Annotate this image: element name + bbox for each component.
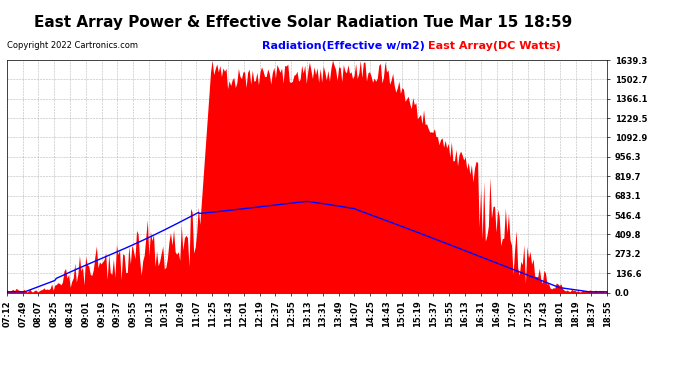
Text: Radiation(Effective w/m2): Radiation(Effective w/m2) [262,41,425,51]
Text: East Array Power & Effective Solar Radiation Tue Mar 15 18:59: East Array Power & Effective Solar Radia… [34,15,573,30]
Text: East Array(DC Watts): East Array(DC Watts) [428,41,561,51]
Text: Copyright 2022 Cartronics.com: Copyright 2022 Cartronics.com [7,41,138,50]
